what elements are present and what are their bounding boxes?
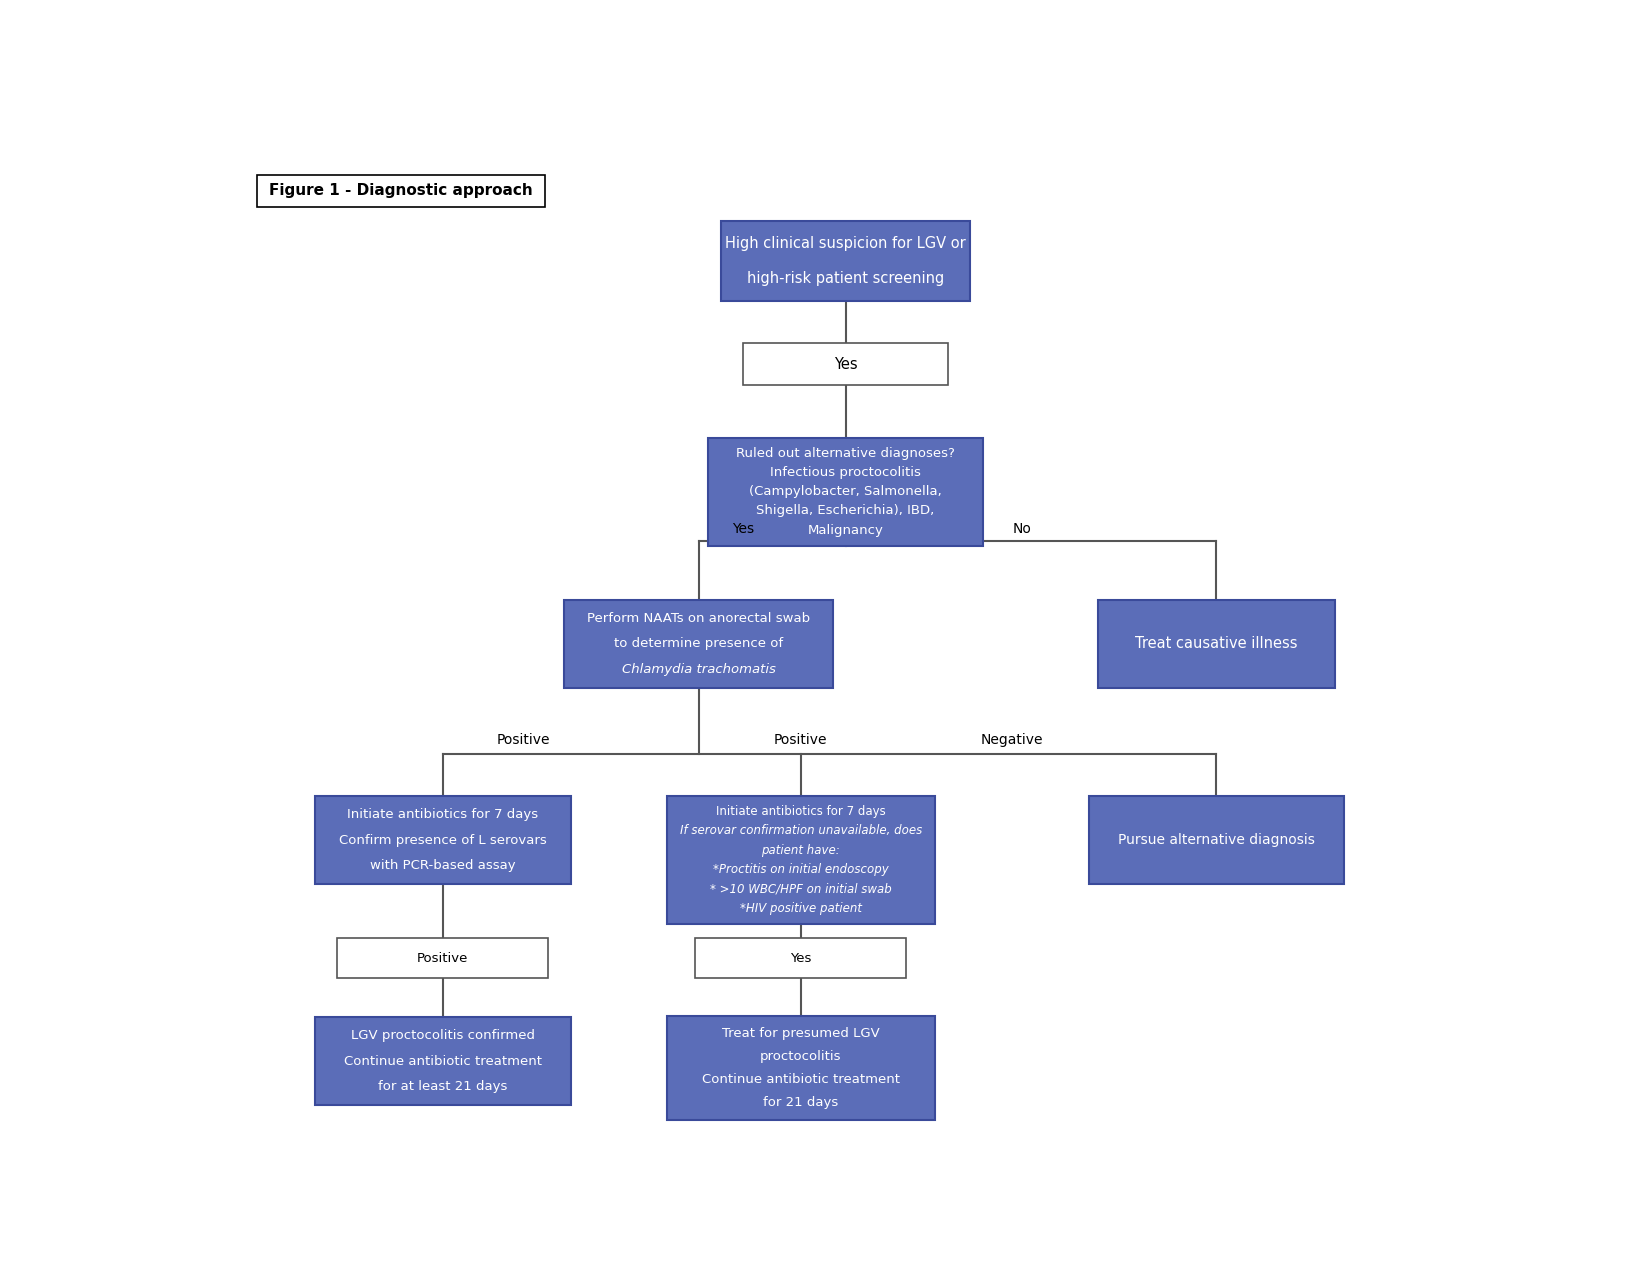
FancyBboxPatch shape xyxy=(721,221,970,301)
Text: for at least 21 days: for at least 21 days xyxy=(378,1080,508,1093)
FancyBboxPatch shape xyxy=(708,437,983,546)
Text: * >10 WBC/HPF on initial swab: * >10 WBC/HPF on initial swab xyxy=(710,882,891,895)
Text: (Campylobacter, Salmonella,: (Campylobacter, Salmonella, xyxy=(749,486,942,499)
Text: Yes: Yes xyxy=(733,521,754,536)
Text: Positive: Positive xyxy=(774,733,828,747)
Text: Pursue alternative diagnosis: Pursue alternative diagnosis xyxy=(1119,834,1315,847)
Text: Chlamydia trachomatis: Chlamydia trachomatis xyxy=(622,663,775,676)
Text: No: No xyxy=(1013,521,1031,536)
Text: Treat causative illness: Treat causative illness xyxy=(1135,636,1297,652)
Text: Continue antibiotic treatment: Continue antibiotic treatment xyxy=(343,1054,541,1067)
Text: Positive: Positive xyxy=(497,733,549,747)
Text: Negative: Negative xyxy=(980,733,1043,747)
Text: Continue antibiotic treatment: Continue antibiotic treatment xyxy=(701,1072,899,1086)
Text: Ruled out alternative diagnoses?: Ruled out alternative diagnoses? xyxy=(736,446,955,460)
Text: Malignancy: Malignancy xyxy=(808,524,883,537)
Text: Positive: Positive xyxy=(417,951,469,964)
Text: *HIV positive patient: *HIV positive patient xyxy=(739,901,861,914)
Text: patient have:: patient have: xyxy=(762,844,840,857)
Text: *Proctitis on initial endoscopy: *Proctitis on initial endoscopy xyxy=(713,863,889,876)
Text: Treat for presumed LGV: Treat for presumed LGV xyxy=(723,1028,879,1040)
Text: Initiate antibiotics for 7 days: Initiate antibiotics for 7 days xyxy=(346,808,538,821)
Text: to determine presence of: to determine presence of xyxy=(614,638,784,650)
FancyBboxPatch shape xyxy=(315,796,571,885)
Text: high-risk patient screening: high-risk patient screening xyxy=(747,270,944,286)
FancyBboxPatch shape xyxy=(667,1016,936,1119)
Text: Shigella, Escherichia), IBD,: Shigella, Escherichia), IBD, xyxy=(756,505,936,518)
Text: with PCR-based assay: with PCR-based assay xyxy=(370,859,516,872)
Text: High clinical suspicion for LGV or: High clinical suspicion for LGV or xyxy=(726,236,965,251)
Text: Perform NAATs on anorectal swab: Perform NAATs on anorectal swab xyxy=(587,612,810,625)
FancyBboxPatch shape xyxy=(742,343,947,385)
FancyBboxPatch shape xyxy=(315,1017,571,1105)
Text: Figure 1 - Diagnostic approach: Figure 1 - Diagnostic approach xyxy=(269,184,533,199)
FancyBboxPatch shape xyxy=(1089,796,1345,885)
FancyBboxPatch shape xyxy=(337,938,548,978)
FancyBboxPatch shape xyxy=(257,175,544,207)
Text: Initiate antibiotics for 7 days: Initiate antibiotics for 7 days xyxy=(716,805,886,819)
Text: proctocolitis: proctocolitis xyxy=(761,1051,842,1063)
Text: Confirm presence of L serovars: Confirm presence of L serovars xyxy=(338,834,546,847)
Text: Yes: Yes xyxy=(833,357,858,371)
FancyBboxPatch shape xyxy=(695,938,906,978)
FancyBboxPatch shape xyxy=(564,599,833,689)
Text: for 21 days: for 21 days xyxy=(764,1095,838,1109)
Text: Yes: Yes xyxy=(790,951,812,964)
Text: If serovar confirmation unavailable, does: If serovar confirmation unavailable, doe… xyxy=(680,825,922,838)
Text: Infectious proctocolitis: Infectious proctocolitis xyxy=(771,465,921,479)
Text: LGV proctocolitis confirmed: LGV proctocolitis confirmed xyxy=(351,1029,535,1042)
FancyBboxPatch shape xyxy=(1099,599,1335,689)
FancyBboxPatch shape xyxy=(667,796,936,923)
